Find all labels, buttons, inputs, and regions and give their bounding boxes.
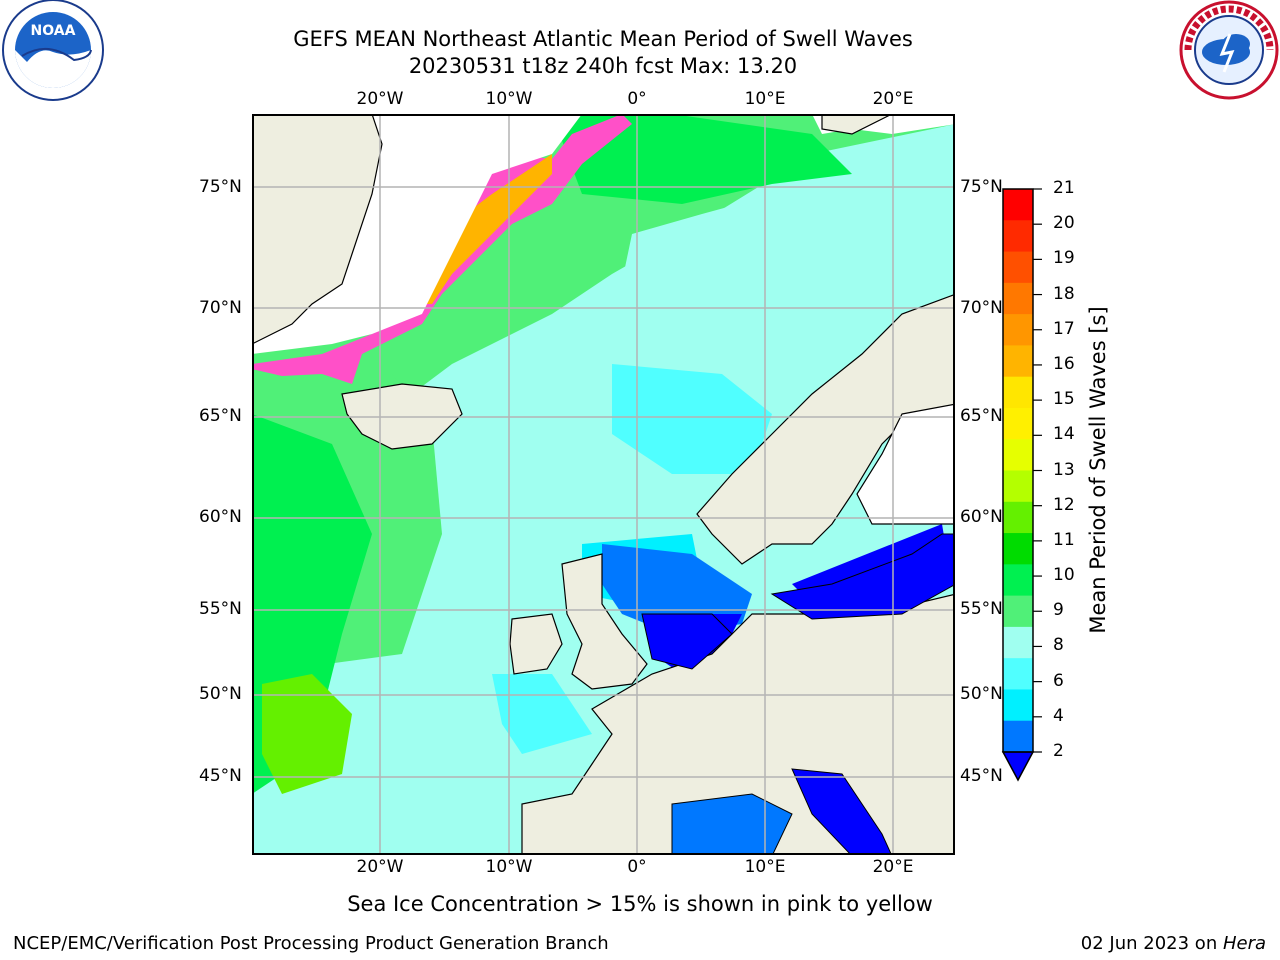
- swell-zone-northsea: [602, 544, 752, 634]
- lat-label-right-60n: 60°N: [960, 507, 1003, 527]
- great-britain: [561, 553, 648, 690]
- lon-label-bottom-20w: 20°W: [356, 857, 404, 877]
- colorbar-tick-label: 13: [1053, 459, 1075, 480]
- colorbar-segment: [1003, 251, 1033, 284]
- footer-date: 02 Jun 2023 on Hera: [1081, 933, 1266, 954]
- colorbar-tick-label: 8: [1053, 635, 1064, 656]
- colorbar-tick-label: 9: [1053, 600, 1064, 621]
- lon-label-bottom-0: 0°: [627, 857, 647, 877]
- colorbar-tick-label: 17: [1053, 318, 1075, 339]
- colorbar-segment: [1003, 564, 1033, 597]
- adriatic-sea: [791, 768, 892, 854]
- sea-ice-thick: [412, 154, 552, 304]
- colorbar-tick-label: 14: [1053, 424, 1075, 445]
- lon-label-bottom-10w: 10°W: [485, 857, 533, 877]
- lat-label-left-55n: 55°N: [199, 599, 242, 619]
- lon-label-top-10e: 10°E: [744, 89, 786, 109]
- swell-zone-6-8: [612, 364, 772, 474]
- lon-label-top-0: 0°: [627, 89, 647, 109]
- lat-label-right-50n: 50°N: [960, 684, 1003, 704]
- colorbar-segments: [1003, 189, 1033, 753]
- lat-label-right-45n: 45°N: [960, 766, 1003, 786]
- colorbar-segment: [1003, 533, 1033, 565]
- chart-title: GEFS MEAN Northeast Atlantic Mean Period…: [293, 27, 913, 51]
- lon-label-bottom-20e: 20°E: [872, 857, 914, 877]
- lat-label-left-50n: 50°N: [199, 684, 242, 704]
- footer-credit: NCEP/EMC/Verification Post Processing Pr…: [13, 933, 609, 954]
- footer-date-text: 02 Jun 2023 on: [1080, 933, 1223, 954]
- colorbar-segment: [1003, 439, 1033, 471]
- lat-label-left-45n: 45°N: [199, 766, 242, 786]
- colorbar-tick-label: 12: [1053, 494, 1075, 515]
- lat-label-left-75n: 75°N: [199, 177, 242, 197]
- noaa-logo: NOAA: [2, 0, 104, 101]
- lon-label-top-20w: 20°W: [356, 89, 404, 109]
- lat-label-right-55n: 55°N: [960, 599, 1003, 619]
- colorbar-segment: [1003, 595, 1033, 628]
- colorbar-segment: [1003, 376, 1033, 409]
- colorbar-segment: [1003, 282, 1033, 315]
- swell-zone-11-12: [262, 674, 352, 794]
- colorbar-tick-label: 18: [1053, 283, 1075, 304]
- baltic-sea: [770, 533, 954, 620]
- colorbar-segment: [1003, 314, 1033, 346]
- colorbar-segment: [1003, 470, 1033, 503]
- colorbar-segment: [1003, 720, 1033, 753]
- baltic-ice: [856, 403, 954, 525]
- swell-zone-north: [552, 115, 852, 204]
- svalbard: [821, 115, 892, 135]
- colorbar-segment: [1003, 189, 1033, 221]
- colorbar-segment: [1003, 345, 1033, 378]
- colorbar-tick-label: 6: [1053, 670, 1064, 691]
- nws-logo: [1179, 0, 1279, 100]
- colorbar-segment: [1003, 658, 1033, 690]
- colorbar-tick-label: 2: [1053, 741, 1064, 761]
- colorbar-tick-label: 20: [1053, 213, 1075, 234]
- lon-label-top-10w: 10°W: [485, 89, 533, 109]
- noaa-logo-text: NOAA: [31, 23, 76, 39]
- colorbar-extend-arrow: [1001, 751, 1035, 782]
- colorbar-segment: [1003, 407, 1033, 440]
- map-frame: [252, 114, 955, 855]
- colorbar-segment: [1003, 501, 1033, 534]
- colorbar-tick-label: 10: [1053, 565, 1075, 586]
- map-panel: [252, 114, 955, 855]
- greenland-land: [253, 115, 383, 345]
- colorbar-tick-label: 16: [1053, 353, 1075, 374]
- north-sea-south: [641, 613, 733, 670]
- lat-label-right-65n: 65°N: [960, 406, 1003, 426]
- colorbar-segment: [1003, 626, 1033, 659]
- colorbar-tick-label: 4: [1053, 705, 1064, 726]
- colorbar-segment: [1003, 689, 1033, 722]
- ireland: [509, 613, 563, 675]
- colorbar: [1001, 188, 1042, 782]
- graticule: [253, 115, 954, 854]
- mediterranean-west: [671, 793, 793, 854]
- colorbar-tick-label: 19: [1053, 248, 1075, 269]
- colorbar-label: Mean Period of Swell Waves [s]: [1086, 306, 1110, 634]
- footer-host: Hera: [1222, 933, 1266, 954]
- colorbar-tick-label: 11: [1053, 529, 1075, 550]
- lat-label-left-70n: 70°N: [199, 298, 242, 318]
- swell-zone-biscay: [492, 674, 592, 754]
- lat-label-left-60n: 60°N: [199, 507, 242, 527]
- lat-label-right-75n: 75°N: [960, 177, 1003, 197]
- chart-subtitle: 20230531 t18z 240h fcst Max: 13.20: [408, 54, 798, 78]
- lat-label-right-70n: 70°N: [960, 298, 1003, 318]
- colorbar-segment: [1003, 220, 1033, 253]
- colorbar-tick-label: 15: [1053, 389, 1075, 410]
- sea-ice-note: Sea Ice Concentration > 15% is shown in …: [347, 892, 933, 916]
- lat-label-left-65n: 65°N: [199, 406, 242, 426]
- colorbar-tick-label: 21: [1053, 178, 1075, 198]
- lon-label-top-20e: 20°E: [872, 89, 914, 109]
- lon-label-bottom-10e: 10°E: [744, 857, 786, 877]
